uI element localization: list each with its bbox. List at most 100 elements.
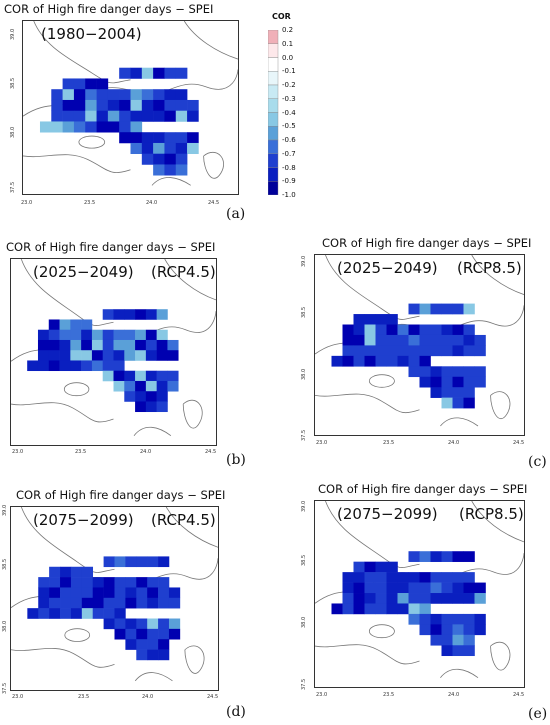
x-tick: 23.5: [75, 449, 87, 455]
grid-cell: [463, 387, 475, 398]
grid-cell: [147, 597, 159, 609]
grid-cell: [430, 387, 442, 398]
grid-cell: [375, 582, 387, 594]
grid-cell: [102, 370, 114, 382]
grid-cell: [48, 350, 60, 361]
grid-cell: [136, 577, 148, 588]
grid-cell: [81, 339, 93, 351]
grid-cell: [113, 380, 125, 392]
grid-cell: [441, 366, 453, 378]
grid-cell: [73, 99, 86, 112]
island-outline: [64, 628, 91, 642]
grid-cell: [419, 572, 431, 583]
grid-cell: [158, 649, 170, 661]
scenario-label: (RCP8.5): [459, 505, 524, 523]
grid-cell: [91, 329, 104, 341]
grid-cell: [452, 324, 464, 336]
grid-cell: [386, 582, 398, 594]
y-tick: 39.0: [2, 504, 8, 516]
grid-cell: [175, 89, 188, 101]
grid-cell: [452, 645, 464, 657]
grid-cell: [419, 593, 431, 604]
panel-caption: (c): [528, 454, 547, 470]
colorbar-swatch: [268, 112, 279, 127]
coastline: [184, 645, 205, 674]
grid-cell: [153, 153, 165, 165]
grid-cell: [375, 572, 387, 583]
grid-cell: [70, 597, 83, 609]
grid-cell: [474, 376, 486, 388]
grid-cell: [124, 370, 136, 382]
grid-cell: [408, 572, 420, 583]
grid-cell: [51, 121, 63, 133]
grid-cell: [408, 551, 420, 562]
grid-cell: [102, 339, 114, 351]
grid-cell: [85, 99, 97, 112]
grid-cell: [135, 309, 147, 320]
y-tick: 38.0: [2, 620, 8, 632]
colorbar-label: -0.6: [282, 136, 296, 144]
grid-cell: [124, 380, 136, 392]
grid-cell: [452, 624, 464, 636]
grid-cell: [156, 329, 168, 341]
grid-cell: [49, 577, 61, 588]
map-frame: (2025−2049) (RCP8.5): [314, 254, 525, 436]
grid-cell: [364, 561, 376, 573]
grid-cell: [130, 121, 143, 133]
grid-cell: [463, 634, 475, 646]
grid-cell: [430, 303, 442, 315]
grid-cell: [353, 582, 365, 594]
coastline: [315, 393, 420, 414]
grid-cell: [164, 164, 177, 176]
grid-cell: [60, 597, 72, 609]
coastline: [315, 644, 420, 665]
colorbar-label: -0.7: [282, 149, 296, 158]
x-tick: 23.0: [21, 200, 33, 206]
grid-cell: [147, 639, 159, 650]
grid-cell: [386, 572, 398, 583]
grid-cell: [145, 380, 157, 392]
grid-cell: [114, 587, 126, 599]
grid-cell: [408, 355, 420, 367]
colorbar-label: 0.0: [282, 53, 294, 62]
grid-cell: [38, 608, 50, 619]
grid-cell: [164, 132, 177, 144]
coastline: [151, 177, 191, 186]
grid-cell: [430, 551, 442, 562]
grid-cell: [113, 360, 125, 372]
grid-cell: [158, 577, 170, 588]
grid-cell: [419, 303, 431, 315]
grid-cell: [452, 334, 464, 346]
map-svg: [315, 501, 524, 679]
grid-cell: [452, 387, 464, 398]
grid-cell: [419, 334, 431, 346]
map-frame: (1980−2004): [22, 20, 239, 195]
grid-cell: [136, 649, 148, 661]
grid-cell: [37, 339, 50, 351]
grid-cell: [51, 89, 63, 101]
colorbar-label: -0.3: [282, 94, 296, 103]
grid-cell: [135, 350, 147, 361]
grid-cell: [59, 339, 71, 351]
grid-cell: [156, 401, 168, 413]
grid-cell: [62, 99, 75, 112]
grid-cell: [119, 89, 131, 101]
grid-cell: [397, 572, 409, 583]
coastline: [440, 668, 479, 679]
grid-cell: [81, 360, 93, 372]
grid-cell: [48, 360, 60, 372]
grid-cell: [147, 577, 159, 588]
x-tick: 23.5: [78, 694, 90, 700]
x-tick: 24.0: [146, 200, 158, 206]
grid-cell: [145, 391, 157, 402]
grid-cell: [430, 613, 442, 625]
panel-caption: (a): [226, 206, 246, 222]
grid-cell: [397, 593, 409, 604]
grid-cell: [375, 593, 387, 604]
grid-cell: [92, 587, 104, 599]
grid-cell: [119, 132, 131, 144]
grid-cell: [156, 391, 168, 402]
grid-cell: [452, 397, 464, 409]
grid-cell: [408, 593, 420, 604]
grid-cell: [419, 355, 431, 367]
